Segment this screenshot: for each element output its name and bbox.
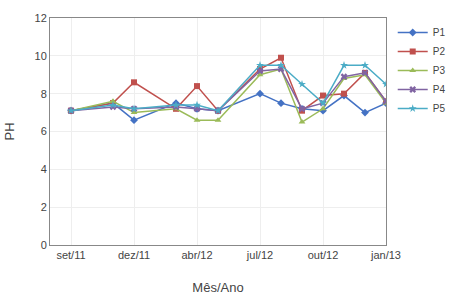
svg-text:0: 0 [41, 239, 47, 251]
svg-text:dez/11: dez/11 [118, 249, 150, 261]
svg-text:out/12: out/12 [308, 249, 339, 261]
svg-text:abr/12: abr/12 [181, 249, 212, 261]
svg-text:6: 6 [41, 125, 47, 137]
svg-text:12: 12 [35, 12, 47, 24]
svg-text:10: 10 [35, 50, 47, 62]
svg-text:PH: PH [2, 122, 17, 140]
svg-text:set/11: set/11 [56, 249, 85, 261]
svg-text:jul/12: jul/12 [246, 249, 273, 261]
svg-text:jan/13: jan/13 [370, 249, 401, 261]
svg-text:P3: P3 [433, 65, 446, 76]
svg-text:8: 8 [41, 88, 47, 100]
svg-text:P4: P4 [433, 84, 446, 95]
svg-text:Mês/Ano: Mês/Ano [192, 280, 243, 295]
svg-text:P5: P5 [433, 103, 446, 114]
svg-text:4: 4 [41, 163, 47, 175]
svg-text:2: 2 [41, 201, 47, 213]
svg-text:P2: P2 [433, 46, 446, 57]
svg-text:P1: P1 [433, 27, 446, 38]
